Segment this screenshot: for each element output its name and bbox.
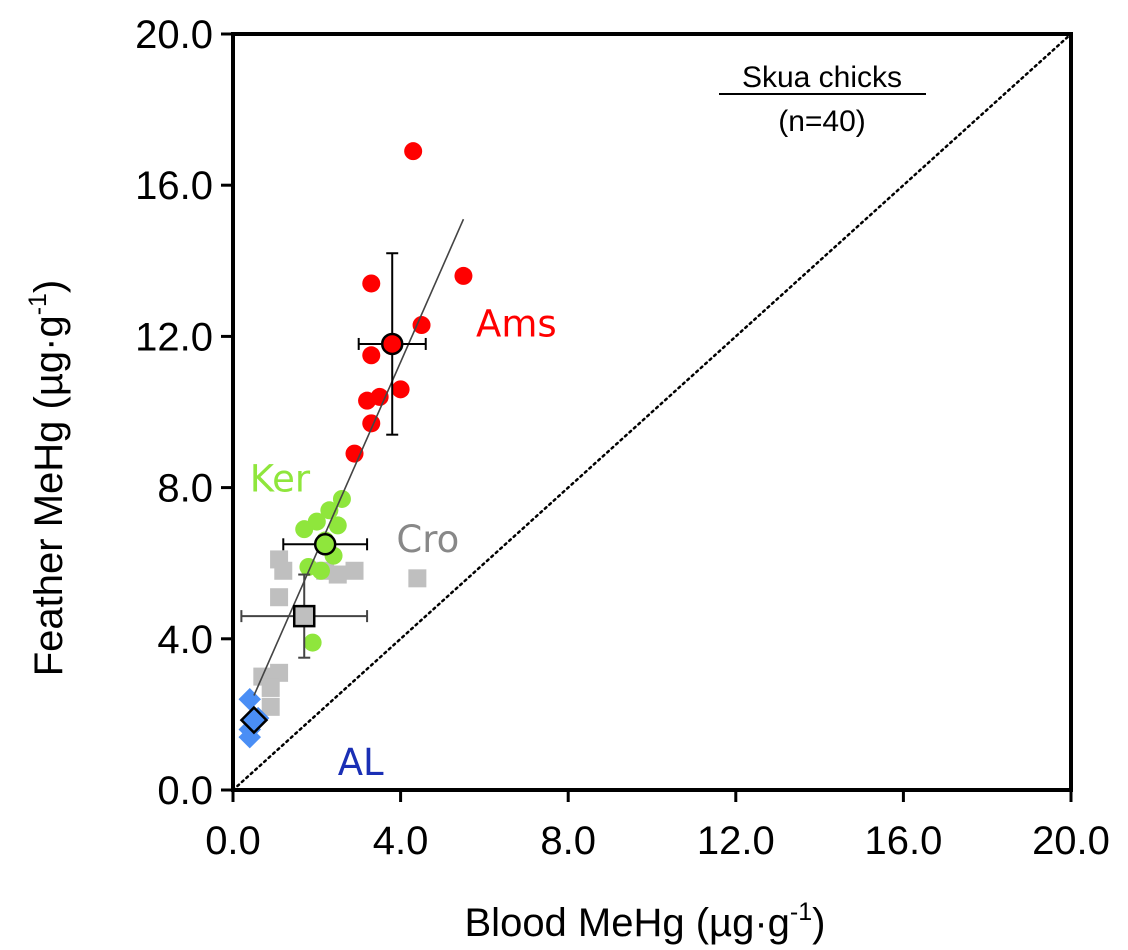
point-ker <box>311 561 330 580</box>
data-points <box>238 142 473 749</box>
point-ams <box>404 142 423 161</box>
point-cro <box>261 697 280 716</box>
x-tick-label: 20.0 <box>1032 819 1110 863</box>
x-axis-title-close: ) <box>812 901 825 945</box>
point-cro <box>408 569 427 588</box>
point-ams <box>358 391 377 410</box>
point-al <box>238 688 262 711</box>
mean-marker-ker <box>313 533 337 556</box>
point-cro <box>274 561 293 580</box>
x-tick-label: 12.0 <box>697 819 775 863</box>
y-axis-title-close: ) <box>27 280 71 293</box>
x-tick-label: 4.0 <box>373 819 429 863</box>
point-cro <box>270 588 289 607</box>
y-tick-label: 4.0 <box>157 618 213 662</box>
x-axis-title-main: Blood MeHg (µg·g <box>465 901 790 945</box>
point-ams <box>454 266 473 285</box>
y-tick-label: 8.0 <box>157 467 213 511</box>
point-ker <box>332 489 351 508</box>
mean-marker-al <box>239 705 269 735</box>
point-ams <box>391 380 410 399</box>
box-title: Skua chicks <box>742 61 902 94</box>
x-tick-label: 8.0 <box>540 819 596 863</box>
group-label-al: AL <box>338 741 384 784</box>
group-label-ams: Ams <box>476 302 557 345</box>
group-label-cro: Cro <box>396 518 459 561</box>
x-tick-label: 16.0 <box>864 819 942 863</box>
point-cro <box>328 565 347 584</box>
point-cro <box>261 678 280 697</box>
y-axis-title: Feather MeHg (µg·g-1) <box>24 280 71 677</box>
x-axis-title-exponent: -1 <box>790 898 812 926</box>
group-label-ker: Ker <box>250 457 311 500</box>
y-tick-label: 0.0 <box>157 769 213 813</box>
plot-frame <box>231 32 1073 792</box>
y-axis-title-exponent: -1 <box>24 293 52 315</box>
point-ker <box>328 516 347 535</box>
y-tick-label: 16.0 <box>135 164 213 208</box>
mean-marker-ams <box>380 332 404 356</box>
point-cro <box>270 663 289 682</box>
point-cro <box>345 561 364 580</box>
plot-area <box>221 32 1073 802</box>
point-ker <box>303 633 322 652</box>
mean-marker-cro <box>292 604 316 628</box>
y-axis-title-main: Feather MeHg (µg·g <box>27 315 71 676</box>
x-axis-title: Blood MeHg (µg·g-1) <box>465 898 826 945</box>
x-tick-label: 0.0 <box>205 819 261 863</box>
point-ams <box>362 274 381 293</box>
chart-labels: 0.0 4.0 8.0 12.0 16.0 20.0 0.0 4.0 8.0 12.0 16.0 20… <box>135 13 1110 863</box>
one-to-one-line <box>231 32 1073 792</box>
point-ams <box>362 346 381 365</box>
y-tick-label: 12.0 <box>135 315 213 359</box>
point-al <box>238 725 262 749</box>
box-subtitle: (n=40) <box>778 105 866 138</box>
point-ams <box>412 316 431 335</box>
point-ker <box>295 520 314 539</box>
y-tick-label: 20.0 <box>135 13 213 57</box>
